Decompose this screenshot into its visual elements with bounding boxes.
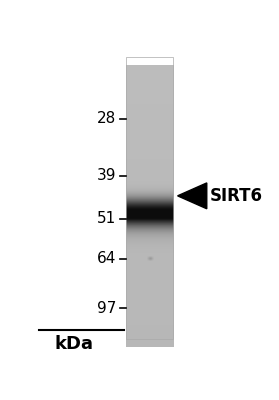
Text: 28: 28 <box>97 111 116 126</box>
Polygon shape <box>178 183 207 209</box>
Text: 97: 97 <box>97 301 116 316</box>
Text: 51: 51 <box>97 212 116 226</box>
Text: 39: 39 <box>97 168 116 183</box>
Text: kDa: kDa <box>54 335 93 353</box>
Text: SIRT6: SIRT6 <box>210 187 263 205</box>
Text: 64: 64 <box>97 252 116 266</box>
Bar <box>126 57 173 339</box>
